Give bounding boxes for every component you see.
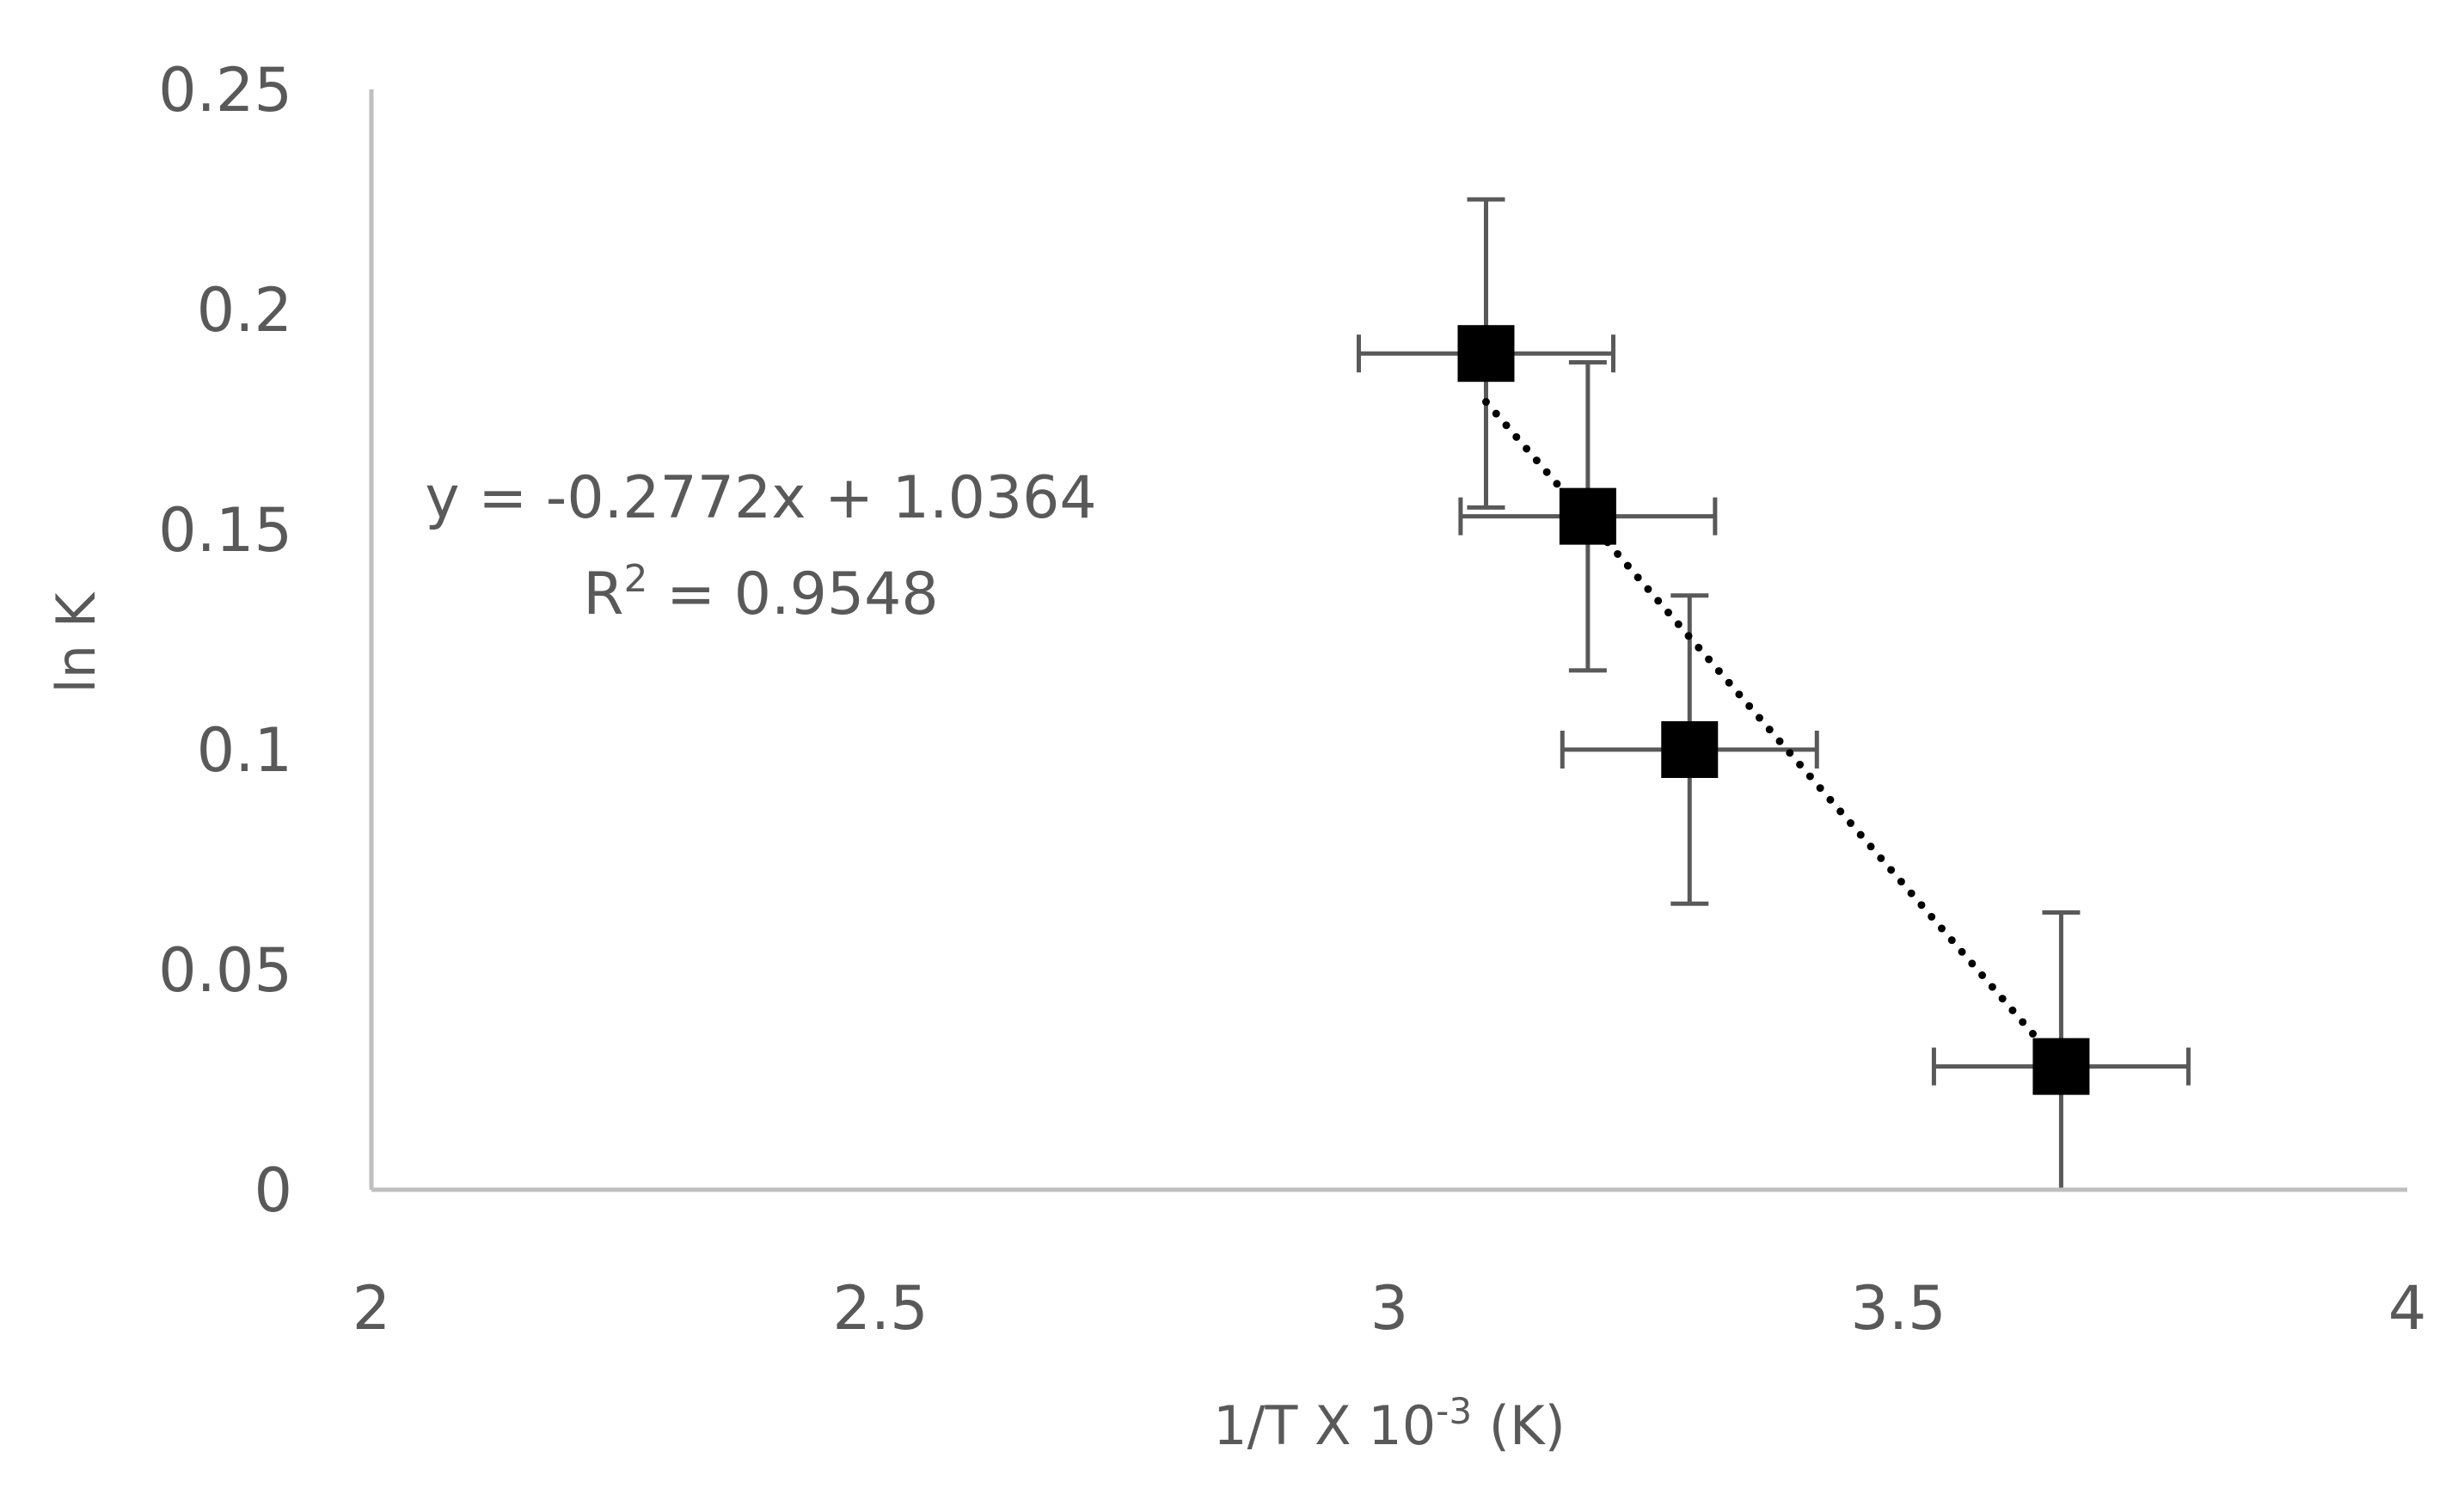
y-tick-label: 0.05 xyxy=(158,935,292,1006)
trendline-r-squared: R2 = 0.9548 xyxy=(583,557,938,628)
data-point-marker xyxy=(1661,721,1719,778)
data-point-marker xyxy=(1457,325,1515,383)
trendline-equation: y = -0.2772x + 1.0364 xyxy=(425,464,1096,532)
data-markers xyxy=(1457,325,2090,1095)
x-tick-label: 2 xyxy=(352,1273,391,1344)
y-tick-label: 0.2 xyxy=(197,275,292,346)
data-point-marker xyxy=(1559,487,1616,545)
x-tick-labels: 2 2.5 3 3.5 4 xyxy=(352,1273,2427,1344)
data-point-marker xyxy=(2032,1038,2090,1095)
x-axis-title: 1/T X 10-3 (K) xyxy=(1213,1390,1566,1457)
x-tick-label: 4 xyxy=(2388,1273,2427,1344)
x-tick-label: 2.5 xyxy=(832,1273,928,1344)
x-tick-label: 3.5 xyxy=(1850,1273,1946,1344)
y-tick-labels: 0 0.05 0.1 0.15 0.2 0.25 xyxy=(158,55,292,1226)
r-squared-value: = 0.9548 xyxy=(648,560,939,628)
y-axis-title: ln K xyxy=(45,591,107,693)
y-tick-label: 0.15 xyxy=(158,495,292,566)
r-squared-prefix: R xyxy=(583,560,623,628)
x-axis-title-base: 1/T X 10 xyxy=(1213,1394,1436,1457)
y-tick-label: 0.1 xyxy=(197,715,292,786)
y-tick-label: 0 xyxy=(254,1155,292,1226)
axes xyxy=(369,89,2407,1192)
y-tick-label: 0.25 xyxy=(158,55,292,126)
x-axis-title-unit: (K) xyxy=(1472,1394,1566,1457)
x-tick-label: 3 xyxy=(1370,1273,1409,1344)
x-axis-title-exponent: -3 xyxy=(1436,1390,1472,1432)
r-squared-exponent: 2 xyxy=(624,557,648,601)
